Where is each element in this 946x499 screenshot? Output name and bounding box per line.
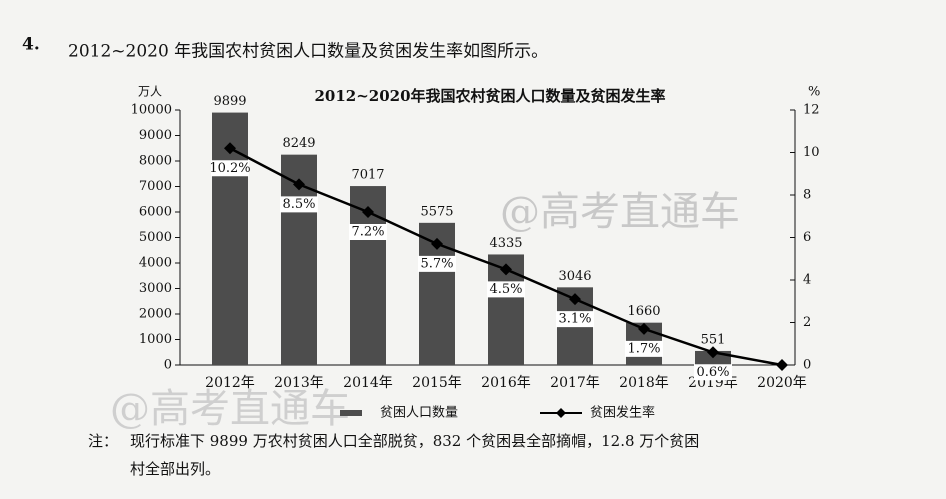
value-label-box [280,196,318,213]
watermark: @高考直通车 [110,386,350,432]
y2-tick-label: 0 [803,358,811,373]
x-tick-label: 2014年 [343,375,393,391]
note-line: 现行标准下 9899 万农村贫困人口全部脱贫，832 个贫困县全部摘帽，12.8… [130,432,699,450]
line-value-label: 8.5% [282,197,315,212]
x-tick-label: 2016年 [481,375,531,391]
legend-swatch [340,410,362,416]
bar-value-label: 1660 [627,304,660,319]
y-tick-label: 4000 [139,256,172,271]
rate-marker [638,322,650,335]
rate-marker [569,293,581,306]
y-tick-label: 3000 [139,281,172,296]
y2-tick-label: 2 [803,315,811,330]
legend-label: 贫困发生率 [590,405,655,421]
rate-marker [707,346,719,359]
y-tick-label: 7000 [139,179,172,194]
legend-swatch [556,408,566,418]
y-axis-label: 万人 [138,85,162,99]
y2-tick-label: 4 [803,273,811,288]
y-tick-label: 10000 [131,103,172,118]
rate-marker [293,178,305,191]
x-tick-label: 2012年 [205,375,255,391]
rate-marker [776,359,788,371]
y-tick-label: 2000 [139,307,172,322]
line-value-label: 0.6% [696,365,729,380]
rate-marker [500,263,512,276]
bar-value-label: 9899 [213,94,246,109]
bar-value-label: 5575 [420,204,453,219]
y-tick-label: 5000 [139,230,172,245]
y2-axis-label: % [808,85,820,100]
chart-title: 2012~2020年我国农村贫困人口数量及贫困发生率 [314,87,665,105]
value-label-box [211,160,249,177]
y2-tick-label: 12 [803,103,820,118]
y-tick-label: 9000 [139,128,172,143]
y-tick-label: 1000 [139,332,172,347]
note-label: 注： [88,432,118,450]
rate-marker [224,142,236,155]
bar-value-label: 7017 [351,168,384,183]
line-value-label: 7.2% [351,225,384,240]
line-value-label: 10.2% [209,161,250,176]
question-text: 2012~2020 年我国农村贫困人口数量及贫困发生率如图所示。 [68,42,548,62]
legend-label: 贫困人口数量 [380,405,458,421]
question-number: 4. [22,35,40,55]
value-label-box [625,340,663,357]
value-label-box [556,311,594,328]
note-line: 村全部出列。 [130,460,220,478]
bar-value-label: 8249 [282,136,315,151]
line-value-label: 5.7% [420,256,453,271]
y-tick-label: 0 [164,358,172,373]
bar-value-label: 3046 [558,269,591,284]
y-tick-label: 8000 [139,154,172,169]
value-label-box [418,255,456,272]
watermark: @高考直通车 [500,189,740,235]
value-label-box [487,281,525,298]
line-value-label: 3.1% [558,312,591,327]
rate-marker [362,206,374,218]
bar-value-label: 551 [701,332,726,347]
line-value-label: 1.7% [627,341,660,356]
y-tick-label: 6000 [139,205,172,220]
x-tick-label: 2017年 [550,375,600,391]
x-tick-label: 2020年 [757,375,807,391]
value-label-box [694,364,732,381]
line-value-label: 4.5% [489,282,522,297]
x-tick-label: 2015年 [412,375,462,391]
y2-tick-label: 10 [803,145,820,160]
y2-tick-label: 8 [803,188,811,203]
x-tick-label: 2013年 [274,375,324,391]
bar-value-label: 4335 [489,236,522,251]
rate-marker [431,237,443,250]
y2-tick-label: 6 [803,230,811,245]
x-tick-label: 2018年 [619,375,669,391]
value-label-box [349,224,387,240]
